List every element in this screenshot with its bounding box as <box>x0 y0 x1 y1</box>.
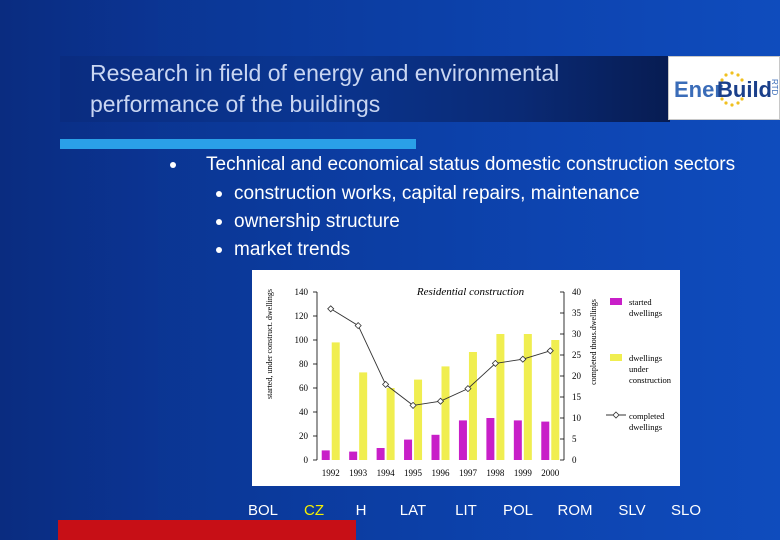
logo-text-part2: Build <box>717 77 772 102</box>
x-tick-label: 1999 <box>514 468 533 478</box>
logo-rtd: RTD <box>770 79 779 96</box>
right-tick-label: 35 <box>572 308 582 318</box>
bar-started <box>486 418 495 460</box>
title-line-1: Research in field of energy and environm… <box>90 60 560 86</box>
right-tick-label: 15 <box>572 392 582 402</box>
country-row: BOL CZ H LAT LIT POL ROM SLV SLO <box>0 502 780 524</box>
bar-started <box>349 451 358 460</box>
left-axis-label: started, under construct. dwellings <box>265 289 274 399</box>
left-tick-label: 0 <box>304 455 309 465</box>
completed-point <box>546 347 554 355</box>
country-label: POL <box>502 502 534 519</box>
bullet-level2: construction works, capital repairs, mai… <box>216 183 640 205</box>
x-tick-label: 1994 <box>377 468 396 478</box>
country-label: BOL <box>247 502 279 519</box>
bullet-dot <box>216 190 222 197</box>
bar-started <box>513 420 522 460</box>
bullet-text: construction works, capital repairs, mai… <box>234 183 640 204</box>
bar-under-construction <box>468 352 477 460</box>
chart-container: 0 20 40 60 80 100 120 140 0 5 10 15 20 25 30 35 40 1992 19… <box>252 270 680 486</box>
completed-point <box>464 385 472 393</box>
completed-point <box>382 380 390 388</box>
bar-under-construction <box>359 372 368 460</box>
title-band <box>60 56 670 122</box>
bullet-level2: ownership structure <box>216 211 400 233</box>
chart-title: Residential construction <box>416 286 525 298</box>
legend-swatch <box>610 298 622 305</box>
right-tick-label: 30 <box>572 329 582 339</box>
residential-construction-chart: 0 20 40 60 80 100 120 140 0 5 10 15 20 25 30 35 40 1992 19… <box>265 286 672 478</box>
completed-point <box>409 401 417 409</box>
right-tick-label: 10 <box>572 413 582 423</box>
bullet-text: Technical and economical status domestic… <box>206 154 736 175</box>
left-tick-label: 140 <box>295 287 309 297</box>
bullet-level1: Technical and economical status domestic… <box>170 154 735 176</box>
bar-started <box>321 450 330 460</box>
title-line-2: performance of the buildings <box>90 91 381 117</box>
right-tick-label: 5 <box>572 434 577 444</box>
accent-line <box>60 139 416 149</box>
bullet-level2: market trends <box>216 239 350 261</box>
bullet-dot <box>216 218 222 225</box>
country-label: LAT <box>399 502 427 519</box>
bar-under-construction <box>331 342 340 460</box>
bullet-text: market trends <box>234 239 351 260</box>
x-tick-label: 1998 <box>486 468 505 478</box>
bar-started <box>376 448 385 460</box>
x-tick-label: 1996 <box>432 468 451 478</box>
completed-point <box>491 359 499 367</box>
logo-stars <box>720 71 744 107</box>
x-tick-label: 1997 <box>459 468 478 478</box>
bullet-text: ownership structure <box>234 211 400 232</box>
country-label: ROM <box>557 502 593 519</box>
completed-point <box>354 322 362 330</box>
completed-point <box>327 305 335 313</box>
x-tick-label: 2000 <box>541 468 560 478</box>
legend-swatch <box>610 354 622 361</box>
bar-started <box>404 439 413 460</box>
right-tick-label: 40 <box>572 287 582 297</box>
right-tick-label: 25 <box>572 350 582 360</box>
left-tick-label: 20 <box>299 431 309 441</box>
bar-started <box>541 421 550 460</box>
left-tick-label: 60 <box>299 383 309 393</box>
legend-marker <box>612 411 620 419</box>
right-axis-label: completed thous.dwellings <box>589 299 598 385</box>
bar-under-construction <box>441 366 450 460</box>
completed-point <box>436 397 445 405</box>
country-label: SLV <box>618 502 646 519</box>
bottom-bar <box>58 520 356 540</box>
country-label: LIT <box>455 502 477 519</box>
legend-label: completed dwellings <box>629 411 665 432</box>
country-label: SLO <box>670 502 702 519</box>
bar-under-construction <box>551 340 560 460</box>
bullet-dot <box>216 246 222 253</box>
x-tick-label: 1995 <box>404 468 423 478</box>
enerbuild-logo: Ener Build RTD <box>668 56 780 120</box>
bar-under-construction <box>414 379 423 460</box>
bar-started <box>431 434 440 460</box>
enerbuild-logo-graphic: Ener Build RTD <box>669 57 779 119</box>
slide-title: Research in field of energy and environm… <box>90 58 670 120</box>
right-tick-label: 0 <box>572 455 577 465</box>
left-tick-label: 80 <box>299 359 309 369</box>
x-tick-label: 1993 <box>349 468 368 478</box>
left-tick-label: 100 <box>295 335 309 345</box>
legend-label: started dwellings <box>629 297 662 318</box>
completed-point <box>519 355 527 363</box>
x-tick-label: 1992 <box>322 468 340 478</box>
country-label: CZ <box>304 502 324 519</box>
legend-label: dwellings under construction <box>629 353 672 385</box>
bar-under-construction <box>523 334 532 460</box>
country-label: H <box>355 502 367 519</box>
bar-under-construction <box>496 334 505 460</box>
left-tick-label: 120 <box>295 311 309 321</box>
logo-text-part1: Ener <box>674 77 723 102</box>
bar-under-construction <box>386 388 395 460</box>
left-tick-label: 40 <box>299 407 309 417</box>
right-tick-label: 20 <box>572 371 582 381</box>
bar-started <box>458 420 467 460</box>
bullet-dot <box>170 161 176 168</box>
